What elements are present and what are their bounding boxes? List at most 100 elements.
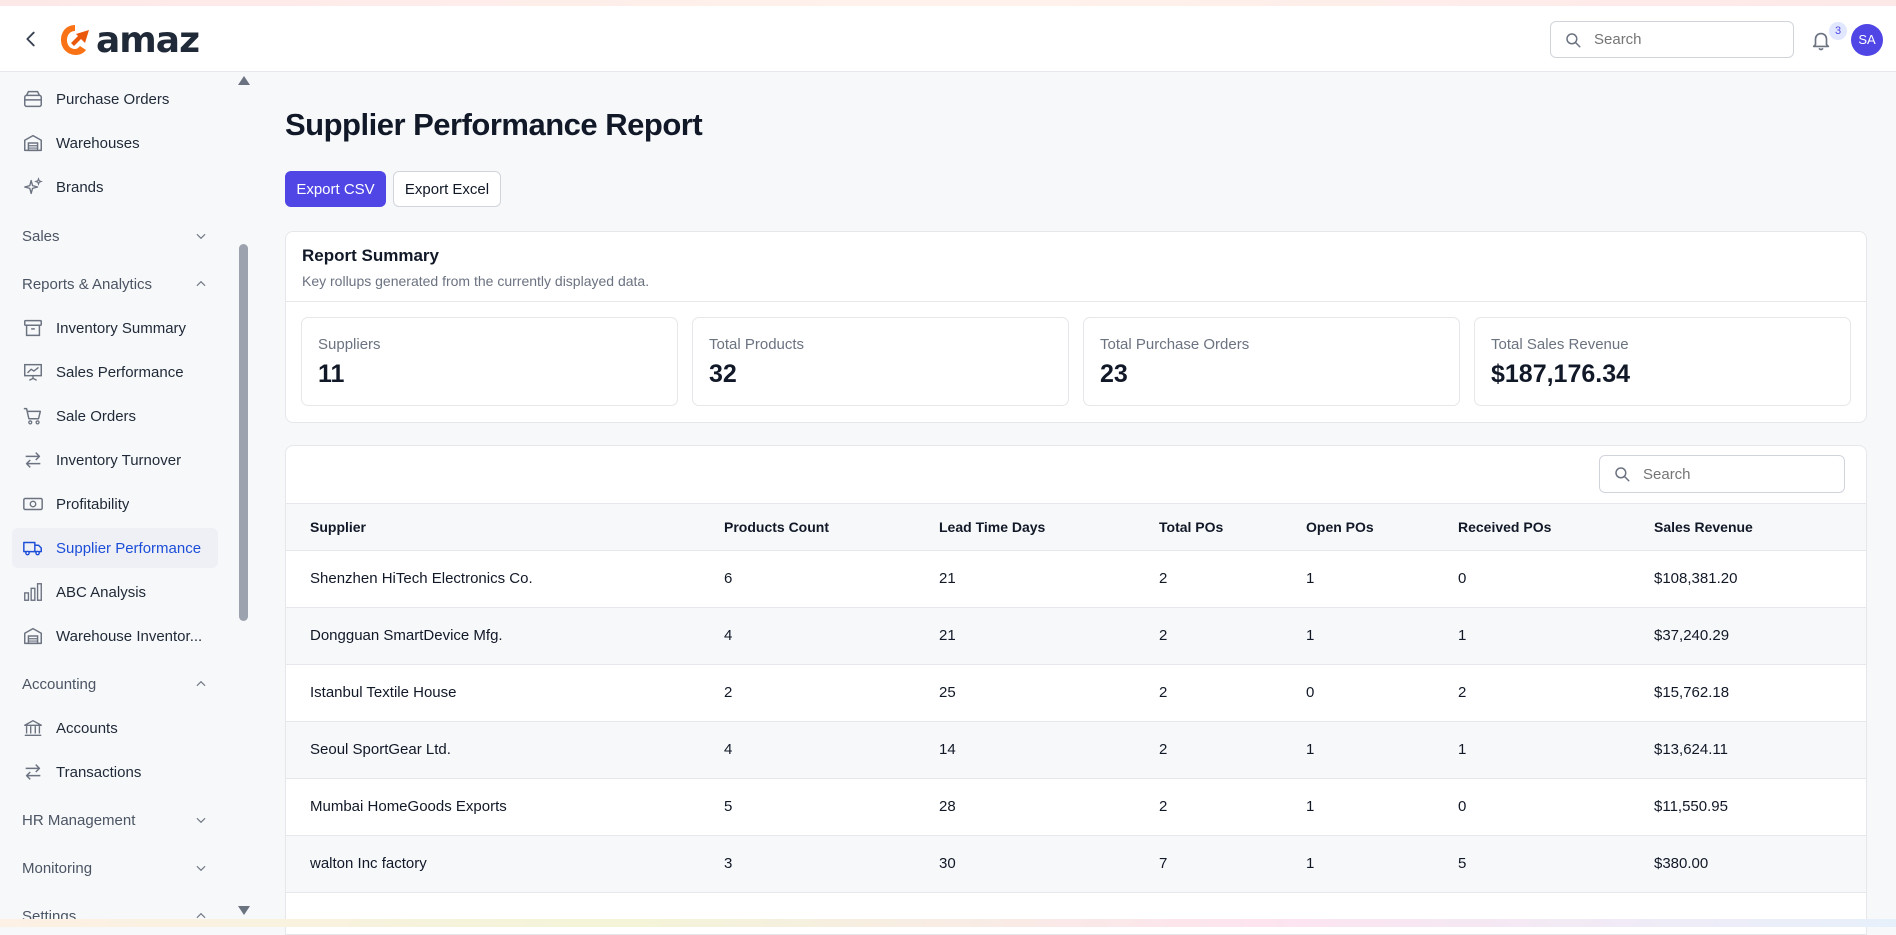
section-label: Accounting [22,675,97,693]
section-label: Monitoring [22,859,93,877]
sidebar-item-label: Profitability [56,495,130,513]
sidebar-item-accounts[interactable]: Accounts [12,708,218,748]
table-cell: 2 [1159,570,1168,587]
table-search-input[interactable] [1641,464,1825,484]
search-icon [1615,467,1630,482]
header-search-input[interactable] [1592,30,1776,49]
table-cell: 2 [1159,627,1168,644]
table-cell: 1 [1306,798,1315,815]
table-cell: 25 [939,684,956,701]
sidebar-section-sales[interactable]: Sales [12,216,218,256]
table-row[interactable]: Istanbul Textile House 2 25 2 0 2 $15,762.18 [286,665,1866,722]
table-cell: 1 [1458,741,1467,758]
arrows-exchange-icon [22,449,44,471]
presentation-chart-icon [22,361,44,383]
sidebar-section-reports[interactable]: Reports & Analytics [12,264,218,304]
header-search[interactable] [1550,21,1794,58]
table-cell: 0 [1458,798,1467,815]
table-cell: 2 [1159,798,1168,815]
sidebar-item-warehouses[interactable]: Warehouses [12,123,218,163]
bell-icon[interactable] [1810,28,1832,52]
table-cell: 4 [724,741,733,758]
sidebar: Purchase Orders Warehouses Brands Sales … [0,73,232,927]
page-title: Supplier Performance Report [285,107,703,142]
sidebar-item-label: Transactions [56,763,142,781]
summary-title: Report Summary [302,246,439,265]
column-header-received-pos[interactable]: Received POs [1458,519,1552,535]
sidebar-item-inventory-summary[interactable]: Inventory Summary [12,308,218,348]
bank-icon [22,717,44,739]
table-cell: 3 [724,855,733,872]
main-content: Supplier Performance Report Export CSV E… [250,73,1896,935]
notification-badge: 3 [1829,22,1847,40]
stat-total-purchase-orders: Total Purchase Orders 23 [1083,317,1460,406]
stat-suppliers: Suppliers 11 [301,317,678,406]
sidebar-item-label: Warehouse Inventor... [56,627,203,645]
divider [286,301,1866,302]
chevron-down-icon [196,233,206,240]
sidebar-item-purchase-orders[interactable]: Purchase Orders [12,79,218,119]
sidebar-section-monitoring[interactable]: Monitoring [12,848,218,888]
scroll-up-arrow-icon[interactable] [238,76,250,85]
back-arrow-icon[interactable] [20,28,42,50]
sidebar-item-label: Supplier Performance [56,539,202,557]
table-cell: Seoul SportGear Ltd. [310,741,451,758]
sidebar-item-sales-performance[interactable]: Sales Performance [12,352,218,392]
warehouse-icon [22,132,44,154]
summary-subtitle: Key rollups generated from the currently… [302,273,650,289]
table-cell: 5 [1458,855,1467,872]
table-row[interactable]: walton Inc factory 3 30 7 1 5 $380.00 [286,836,1866,893]
table-row[interactable]: Mumbai HomeGoods Exports 5 28 2 1 0 $11,550.95 [286,779,1866,836]
table-cell: $380.00 [1654,855,1709,872]
sidebar-item-label: ABC Analysis [56,583,147,601]
sidebar-section-accounting[interactable]: Accounting [12,664,218,704]
sidebar-item-profitability[interactable]: Profitability [12,484,218,524]
table-cell: 1 [1306,741,1315,758]
table-row[interactable]: Dongguan SmartDevice Mfg. 4 21 2 1 1 $37,240.2… [286,608,1866,665]
column-header-sales-revenue[interactable]: Sales Revenue [1654,519,1753,535]
bottom-strip [0,919,1896,927]
export-csv-button[interactable]: Export CSV [285,171,386,207]
scrollbar-thumb[interactable] [239,244,248,621]
table-search[interactable] [1599,455,1845,493]
column-header-products-count[interactable]: Products Count [724,519,829,535]
export-excel-button[interactable]: Export Excel [393,171,501,207]
scroll-down-arrow-icon[interactable] [238,906,250,915]
sidebar-item-label: Inventory Turnover [56,451,182,469]
table-cell: $108,381.20 [1654,570,1738,587]
sidebar-item-transactions[interactable]: Transactions [12,752,218,792]
sidebar-item-sale-orders[interactable]: Sale Orders [12,396,218,436]
column-header-open-pos[interactable]: Open POs [1306,519,1374,535]
column-header-supplier[interactable]: Supplier [310,519,367,535]
table-cell: 6 [724,570,733,587]
table-cell: $37,240.29 [1654,627,1730,644]
stat-label: Total Products [709,336,805,353]
sidebar-item-label: Brands [56,178,104,196]
column-header-total-pos[interactable]: Total POs [1159,519,1224,535]
report-summary-card: Report Summary Key rollups generated fro… [285,231,1867,423]
chevron-down-icon [196,817,206,824]
sidebar-section-hr[interactable]: HR Management [12,800,218,840]
table-row[interactable]: Shenzhen HiTech Electronics Co. 6 21 2 1 0 $10… [286,551,1866,608]
column-header-lead-time-days[interactable]: Lead Time Days [939,519,1046,535]
warehouse-icon [22,625,44,647]
table-row[interactable]: Seoul SportGear Ltd. 4 14 2 1 1 $13,624.11 [286,722,1866,779]
app-logo[interactable]: amaz [58,19,200,61]
table-cell: walton Inc factory [310,855,427,872]
box-icon [22,88,44,110]
sidebar-item-brands[interactable]: Brands [12,167,218,207]
stat-total-sales-revenue: Total Sales Revenue $187,176.34 [1474,317,1851,406]
supplier-table-card: Supplier Products Count Lead Time Days T… [285,445,1867,935]
table-cell: 0 [1458,570,1467,587]
sidebar-item-label: Sales Performance [56,363,184,381]
table-cell: 1 [1306,627,1315,644]
sidebar-item-inventory-turnover[interactable]: Inventory Turnover [12,440,218,480]
table-cell: 2 [1159,684,1168,701]
chevron-up-icon [196,912,206,919]
sidebar-item-supplier-performance[interactable]: Supplier Performance [12,528,218,568]
logo-text: amaz [96,19,200,61]
sidebar-item-warehouse-inventory[interactable]: Warehouse Inventor... [12,616,218,656]
user-avatar[interactable]: SA [1851,24,1883,56]
table-cell: 1 [1306,855,1315,872]
sidebar-item-abc-analysis[interactable]: ABC Analysis [12,572,218,612]
